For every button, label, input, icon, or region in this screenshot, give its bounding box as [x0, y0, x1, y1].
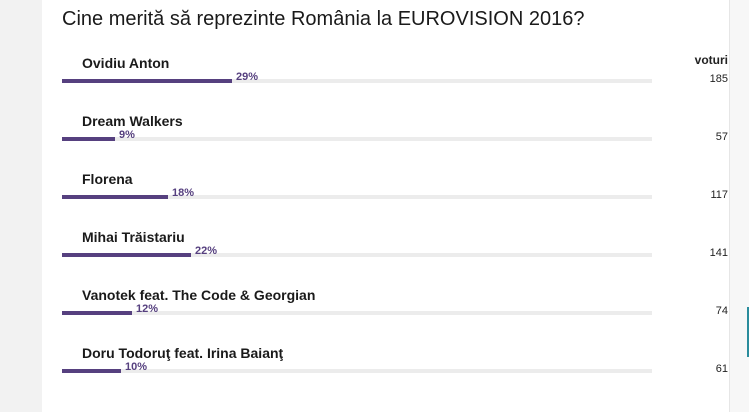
poll-option[interactable]: Mihai Trăistariu 22% 141 — [42, 229, 729, 287]
result-bar-fill — [62, 137, 115, 141]
result-bar-track — [62, 79, 652, 83]
poll-option[interactable]: Ovidiu Anton 29% 185 — [42, 55, 729, 113]
poll-option[interactable]: Florena 18% 117 — [42, 171, 729, 229]
edge-accent-strip — [747, 307, 749, 357]
option-vote-count: 74 — [715, 305, 728, 317]
option-label: Vanotek feat. The Code & Georgian — [82, 287, 316, 303]
poll-option[interactable]: Doru Todoruţ feat. Irina Baianţ 10% 61 — [42, 345, 729, 403]
option-label: Florena — [82, 171, 133, 187]
poll-widget: Cine merită să reprezinte România la EUR… — [42, 0, 729, 412]
option-vote-count: 57 — [715, 131, 728, 143]
option-percent: 18% — [172, 187, 195, 199]
result-bar-fill — [62, 369, 121, 373]
option-vote-count: 141 — [709, 247, 728, 259]
option-percent: 22% — [195, 245, 218, 257]
result-bar-track — [62, 137, 652, 141]
poll-title: Cine merită să reprezinte România la EUR… — [62, 8, 585, 30]
option-label: Doru Todoruţ feat. Irina Baianţ — [82, 345, 284, 361]
option-vote-count: 185 — [709, 73, 728, 85]
result-bar-fill — [62, 253, 191, 257]
result-bar-track — [62, 369, 652, 373]
votes-column-header: voturi — [694, 53, 728, 67]
result-bar-track — [62, 311, 652, 315]
option-percent: 10% — [125, 361, 148, 373]
option-percent: 12% — [136, 303, 159, 315]
right-edge-panel — [729, 0, 749, 412]
option-vote-count: 117 — [710, 189, 728, 201]
poll-option[interactable]: Dream Walkers 9% 57 — [42, 113, 729, 171]
option-percent: 29% — [236, 71, 259, 83]
option-label: Mihai Trăistariu — [82, 229, 185, 245]
option-percent: 9% — [119, 129, 135, 141]
result-bar-track — [62, 195, 652, 199]
result-bar-fill — [62, 195, 168, 199]
result-bar-fill — [62, 79, 232, 83]
option-label: Dream Walkers — [82, 113, 183, 129]
option-vote-count: 61 — [715, 363, 728, 375]
result-bar-fill — [62, 311, 132, 315]
option-label: Ovidiu Anton — [82, 55, 170, 71]
poll-option[interactable]: Vanotek feat. The Code & Georgian 12% 74 — [42, 287, 729, 345]
result-bar-track — [62, 253, 652, 257]
left-margin — [0, 0, 42, 412]
